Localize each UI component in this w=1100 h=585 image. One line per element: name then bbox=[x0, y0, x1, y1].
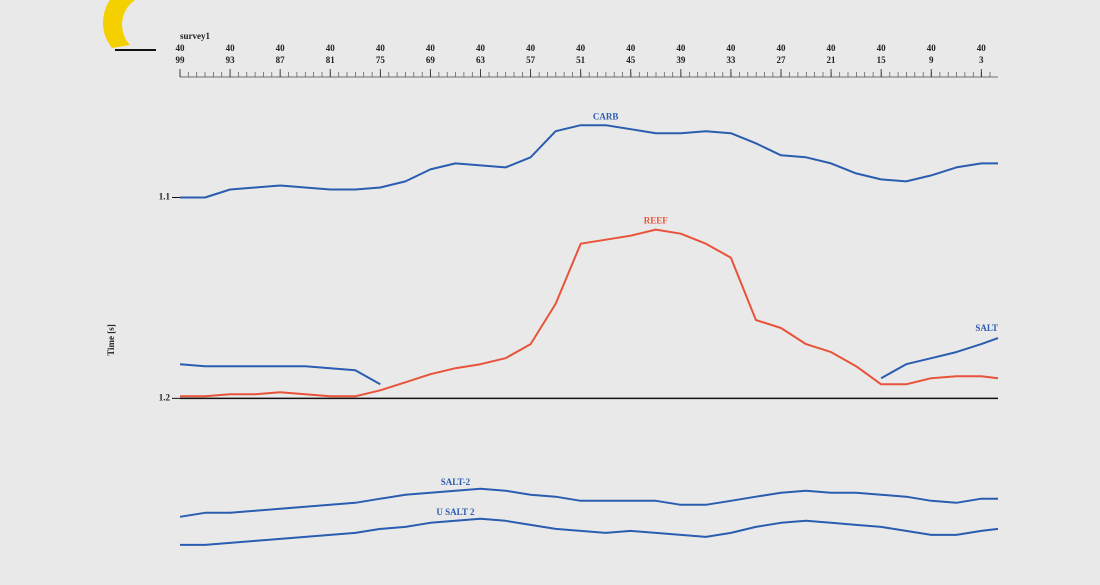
y-tick-label: 1.1 bbox=[159, 192, 171, 202]
x-tick-label: 99 bbox=[176, 55, 186, 65]
logo bbox=[102, 0, 135, 48]
horizon-label: CARB bbox=[593, 111, 619, 121]
x-tick-label: 33 bbox=[726, 55, 736, 65]
x-tick-upper-label: 40 bbox=[726, 43, 736, 53]
x-tick-label: 75 bbox=[376, 55, 386, 65]
horizon-line bbox=[180, 124, 998, 199]
y-axis-label: Time [s] bbox=[106, 324, 116, 356]
ruler-minor-ticks bbox=[179, 72, 991, 77]
x-tick-upper-label: 40 bbox=[476, 43, 486, 53]
x-tick-upper-label: 40 bbox=[977, 43, 987, 53]
x-tick-upper-label: 40 bbox=[676, 43, 686, 53]
x-tick-label: 93 bbox=[226, 55, 236, 65]
x-tick-upper-label: 40 bbox=[526, 43, 536, 53]
x-tick-label: 81 bbox=[326, 55, 336, 65]
x-tick-upper-label: 40 bbox=[626, 43, 636, 53]
x-tick-upper-label: 40 bbox=[576, 43, 586, 53]
y-tick-label: 1.2 bbox=[159, 392, 171, 402]
horizon-label: REEF bbox=[644, 216, 669, 226]
x-tick-label: 45 bbox=[626, 55, 636, 65]
x-tick-upper-label: 40 bbox=[877, 43, 887, 53]
x-tick-label: 9 bbox=[929, 55, 934, 65]
horizon-line bbox=[179, 487, 998, 518]
x-tick-upper-label: 40 bbox=[376, 43, 386, 53]
x-tick-label: 21 bbox=[827, 55, 837, 65]
horizon-label: SALT bbox=[975, 323, 998, 333]
x-tick-upper-label: 40 bbox=[927, 43, 937, 53]
x-tick-label: 15 bbox=[877, 55, 887, 65]
x-tick-label: 39 bbox=[676, 55, 686, 65]
horizon-label: SALT-2 bbox=[441, 477, 471, 487]
horizon-label: U SALT 2 bbox=[436, 507, 475, 517]
x-tick-upper-label: 40 bbox=[276, 43, 286, 53]
x-tick-upper-label: 40 bbox=[176, 43, 186, 53]
x-tick-label: 3 bbox=[979, 55, 984, 65]
x-tick-label: 69 bbox=[426, 55, 436, 65]
x-tick-label: 51 bbox=[576, 55, 586, 65]
x-tick-upper-label: 40 bbox=[426, 43, 436, 53]
x-tick-upper-label: 40 bbox=[326, 43, 336, 53]
x-tick-label: 87 bbox=[276, 55, 286, 65]
x-tick-upper-label: 40 bbox=[827, 43, 837, 53]
x-tick-label: 57 bbox=[526, 55, 536, 65]
x-tick-label: 27 bbox=[776, 55, 786, 65]
survey-title: survey1 bbox=[180, 31, 210, 41]
x-tick-upper-label: 40 bbox=[776, 43, 786, 53]
horizon-line bbox=[180, 517, 999, 546]
horizon-line bbox=[179, 337, 999, 386]
x-tick-upper-label: 40 bbox=[226, 43, 236, 53]
horizon-line bbox=[180, 228, 999, 398]
x-tick-label: 63 bbox=[476, 55, 486, 65]
